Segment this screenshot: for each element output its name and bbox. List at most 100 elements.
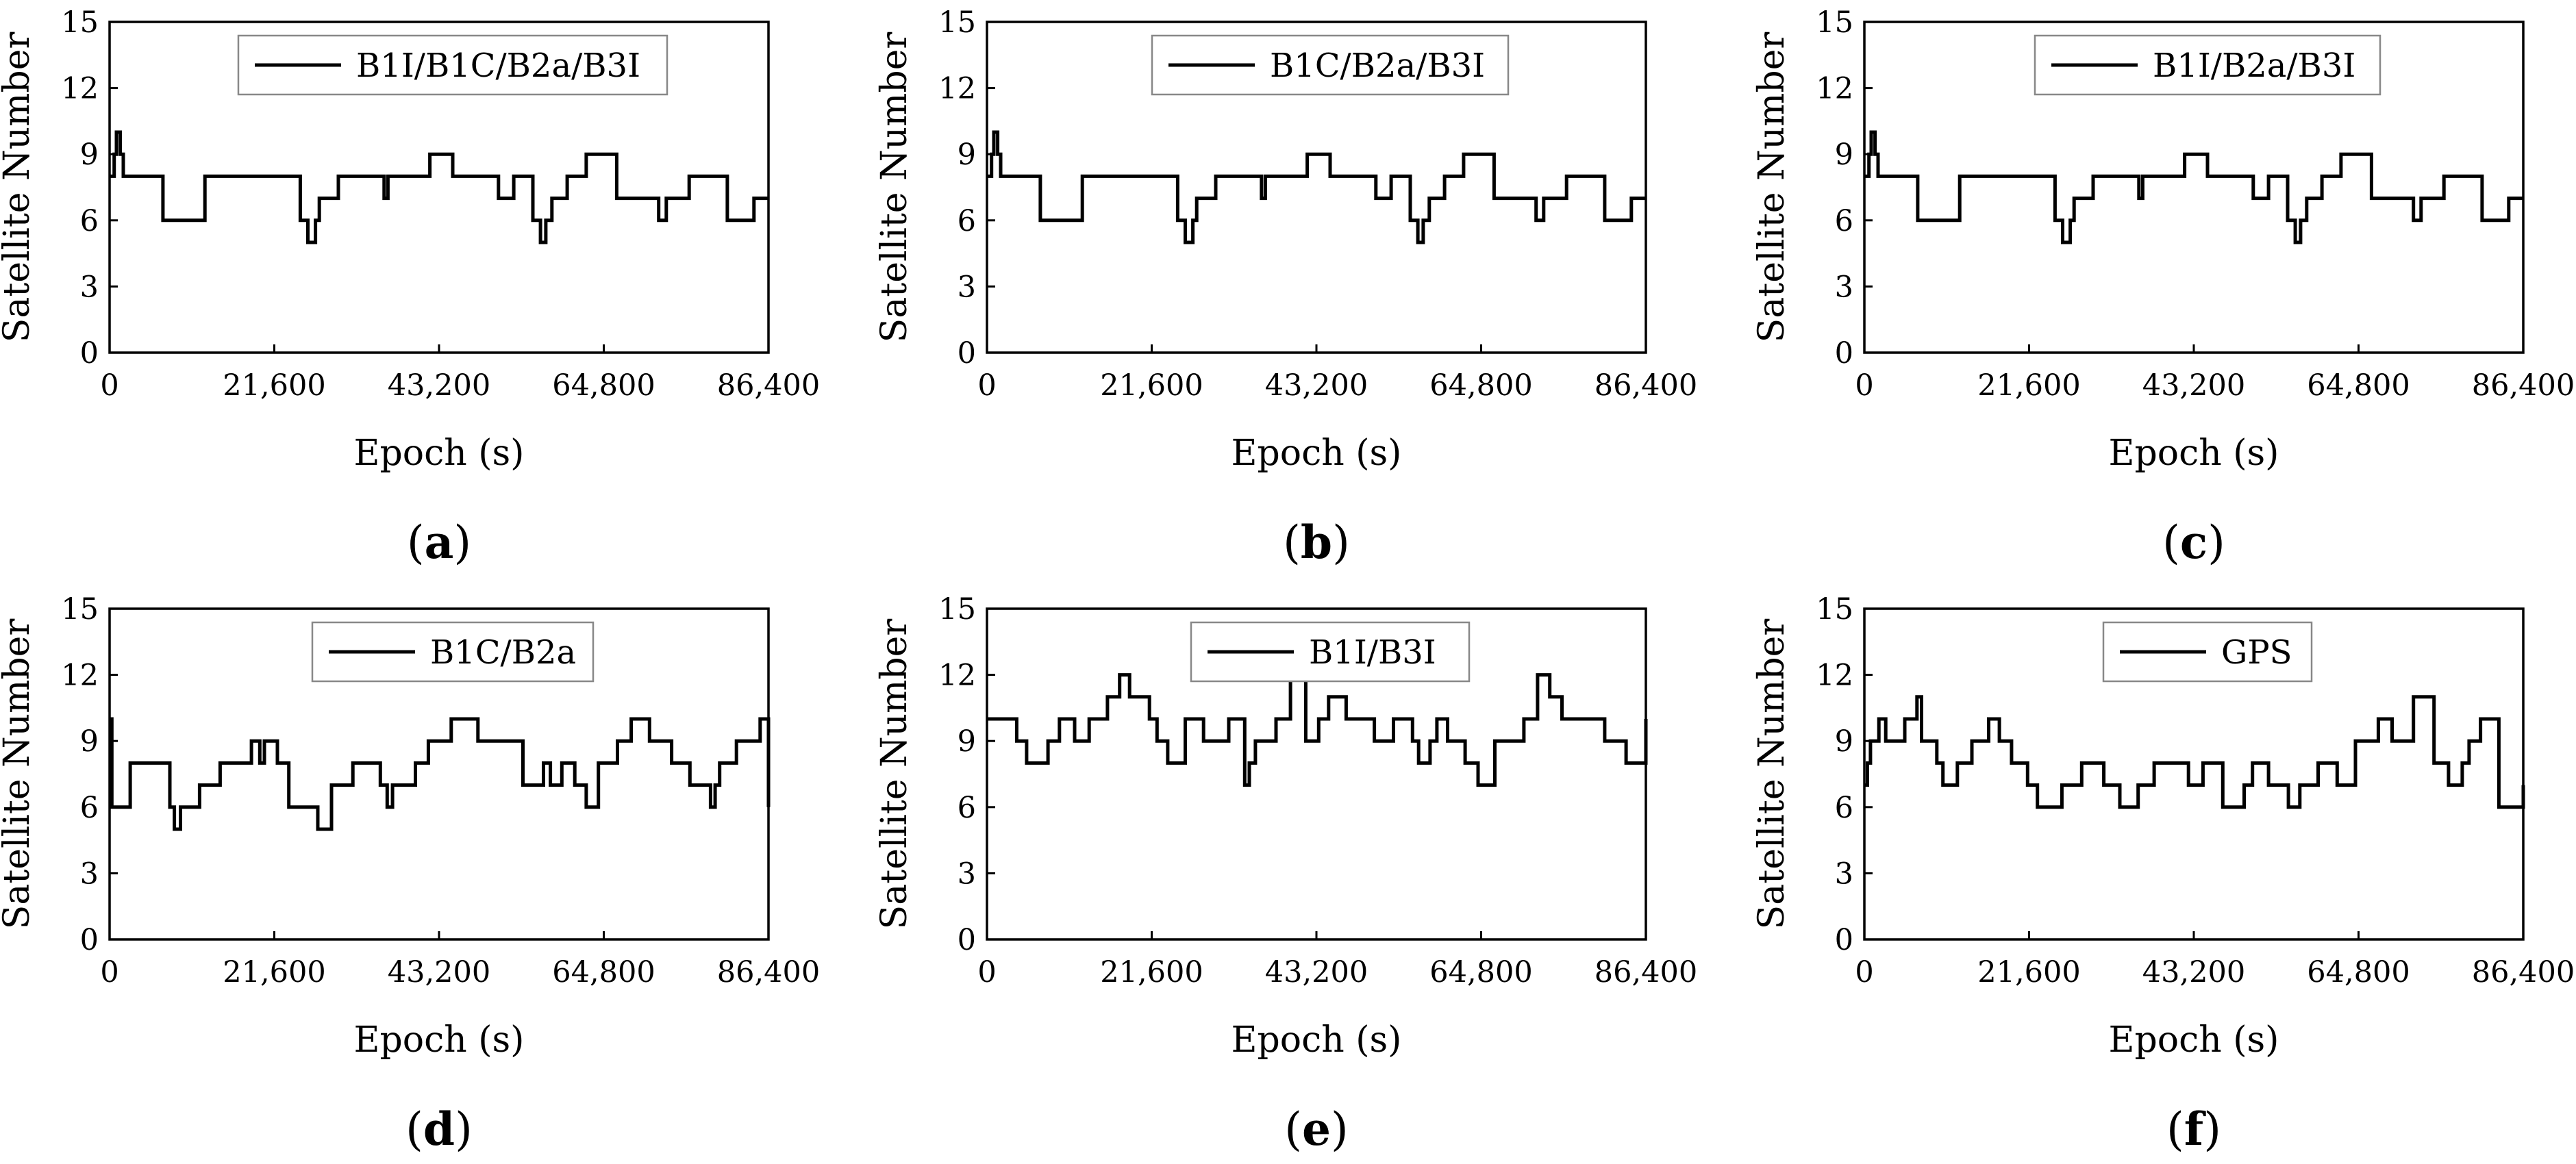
plot-frame [1863,607,2525,941]
y-tick-label: 15 [61,5,99,40]
y-tick-label: 12 [938,659,976,693]
legend-label: GPS [2221,633,2292,672]
legend: B1I/B1C/B2a/B3I [237,34,668,96]
plot-frame [986,21,1647,354]
x-axis-label: Epoch (s) [354,433,525,474]
x-axis-label: Epoch (s) [1231,1020,1402,1061]
legend: GPS [2102,621,2313,683]
y-tick-label: 6 [80,204,99,238]
series-line [987,673,1648,787]
y-tick-label: 6 [1835,204,1853,238]
x-axis-label: Epoch (s) [2109,433,2279,474]
y-axis-label: Satellite Number [1751,619,1792,930]
legend: B1I/B2a/B3I [2034,34,2381,96]
panel-label-letter: c [2180,516,2208,569]
y-axis-label: Satellite Number [0,619,38,930]
y-tick-label: 15 [61,592,99,627]
y-tick-label: 3 [1835,270,1853,304]
panel-label-letter: a [425,516,454,569]
x-tick-label: 21,600 [1977,368,2080,403]
series-line [110,717,771,831]
y-tick-label: 3 [958,270,976,304]
panel-label: (e) [1284,1102,1349,1156]
y-tick-label: 0 [958,336,976,370]
x-tick-label: 0 [977,955,996,989]
y-tick-label: 6 [1835,791,1853,825]
x-tick-label: 0 [100,955,118,989]
y-tick-label: 0 [958,923,976,957]
panel-label: (f) [2166,1102,2221,1156]
x-axis-label: Epoch (s) [354,1020,525,1061]
panel-label: (d) [405,1102,473,1156]
x-tick-label: 43,200 [1265,368,1368,403]
y-tick-label: 3 [80,857,99,891]
x-tick-label: 21,600 [223,955,325,989]
y-tick-label: 15 [938,592,976,627]
y-tick-label: 6 [958,204,976,238]
x-tick-label: 64,800 [552,955,655,989]
x-axis-label: Epoch (s) [2109,1020,2279,1061]
x-tick-label: 21,600 [1977,955,2080,989]
x-tick-label: 0 [977,368,996,403]
plot-frame [108,607,770,941]
plot-frame [1863,21,2525,354]
panel-label-letter: e [1302,1102,1331,1156]
panel-label-letter: f [2184,1102,2206,1156]
legend: B1I/B3I [1190,621,1471,683]
y-tick-label: 9 [80,138,99,172]
y-tick-label: 0 [80,923,99,957]
y-tick-label: 0 [1835,923,1853,957]
panel-label-letter: b [1301,516,1332,569]
plot-frame [986,607,1647,941]
y-tick-label: 3 [1835,857,1853,891]
y-tick-label: 0 [80,336,99,370]
legend-label: B1I/B2a/B3I [2153,47,2355,85]
x-tick-label: 64,800 [552,368,655,403]
x-tick-label: 0 [100,368,118,403]
x-tick-label: 86,400 [1595,955,1697,989]
series-line [1864,695,2525,809]
y-tick-label: 9 [958,138,976,172]
x-tick-label: 86,400 [2472,955,2575,989]
x-tick-label: 21,600 [223,368,325,403]
y-tick-label: 12 [938,72,976,106]
y-tick-label: 0 [1835,336,1853,370]
x-tick-label: 0 [1855,368,1873,403]
panel-b: 0 3 6 9 12 15 0 21,600 43,200 64,800 86,400 B1C/B2a… [874,5,1697,569]
y-tick-label: 15 [1816,5,1853,40]
panel-label-letter: d [423,1102,455,1156]
legend-label: B1I/B3I [1309,633,1436,672]
y-tick-label: 3 [80,270,99,304]
x-tick-label: 0 [1855,955,1873,989]
x-tick-label: 21,600 [1100,955,1203,989]
x-tick-label: 43,200 [388,368,490,403]
legend: B1C/B2a/B3I [1151,34,1510,96]
x-axis-label: Epoch (s) [1231,433,1402,474]
y-tick-label: 9 [80,724,99,759]
x-tick-label: 64,800 [2307,955,2410,989]
y-axis-label: Satellite Number [1751,32,1792,343]
legend: B1C/B2a [311,621,595,683]
y-tick-label: 12 [1816,659,1853,693]
y-axis-label: Satellite Number [0,32,38,343]
series-line [110,130,768,244]
panel-e: 0 3 6 9 12 15 0 21,600 43,200 64,800 86,400 B1I/B3I… [874,592,1697,1156]
y-tick-label: 6 [958,791,976,825]
y-tick-label: 15 [938,5,976,40]
series-line [1864,130,2523,244]
panel-label: (b) [1283,516,1350,569]
y-tick-label: 3 [958,857,976,891]
x-tick-label: 43,200 [2142,368,2245,403]
y-tick-label: 15 [1816,592,1853,627]
x-tick-label: 86,400 [1595,368,1697,403]
y-tick-label: 12 [61,72,99,106]
y-axis-label: Satellite Number [874,32,915,343]
legend-label: B1I/B1C/B2a/B3I [356,47,640,85]
x-tick-label: 64,800 [2307,368,2410,403]
panel-d: 0 3 6 9 12 15 0 21,600 43,200 64,800 86,400 B1C/B2a… [0,592,820,1156]
x-tick-label: 86,400 [2472,368,2575,403]
x-tick-label: 64,800 [1429,368,1532,403]
x-tick-label: 64,800 [1429,955,1532,989]
y-tick-label: 6 [80,791,99,825]
legend-label: B1C/B2a/B3I [1270,47,1485,85]
